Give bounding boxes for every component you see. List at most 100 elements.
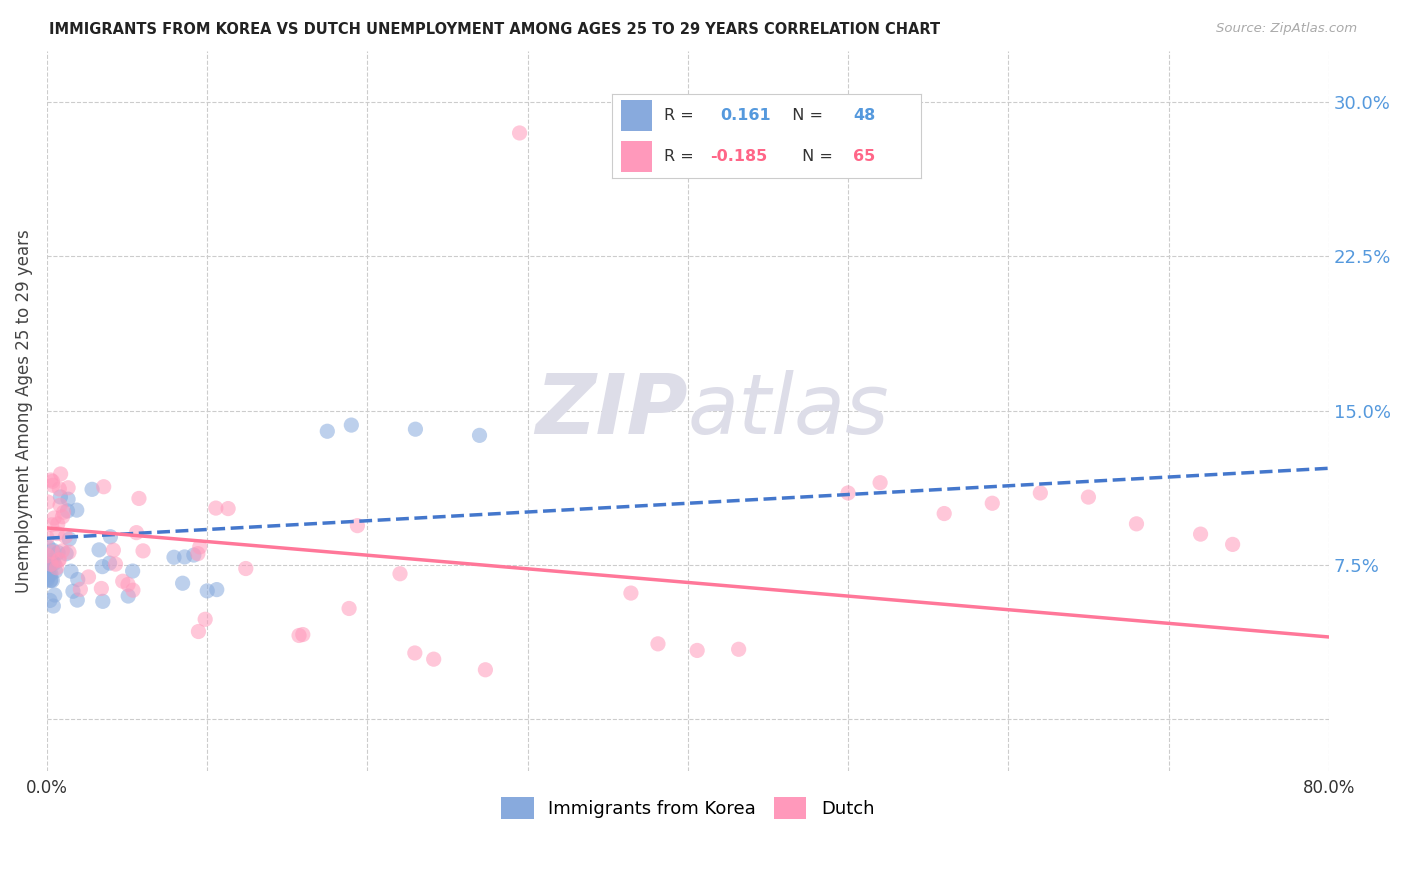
Point [122, 583, 145, 598]
Point [727, 642, 749, 657]
Point [37, 571, 59, 585]
Text: 0.161: 0.161 [720, 108, 770, 123]
Legend: Immigrants from Korea, Dutch: Immigrants from Korea, Dutch [494, 790, 882, 827]
Point [686, 643, 709, 657]
Point [39, 473, 62, 487]
Text: R =: R = [664, 108, 704, 123]
Point [38, 566, 60, 581]
Point [93, 480, 115, 494]
Y-axis label: Unemployment Among Ages 25 to 29 years: Unemployment Among Ages 25 to 29 years [15, 229, 32, 592]
Point [91, 559, 114, 574]
Point [44, 564, 66, 578]
Point [291, 627, 314, 641]
Point [39, 553, 62, 567]
Point [98, 556, 121, 570]
Text: 65: 65 [853, 149, 875, 164]
Point [337, 601, 360, 615]
Point [41, 545, 63, 559]
Point [509, 126, 531, 140]
Point [188, 540, 211, 554]
Point [316, 424, 339, 438]
Point [87, 542, 110, 557]
Point [39, 574, 62, 588]
Point [41, 574, 63, 588]
Point [35, 531, 58, 545]
Point [132, 544, 155, 558]
Point [388, 566, 411, 581]
Point [187, 624, 209, 639]
Point [163, 550, 186, 565]
Point [56, 492, 79, 507]
Point [45, 561, 67, 575]
Text: IMMIGRANTS FROM KOREA VS DUTCH UNEMPLOYMENT AMONG AGES 25 TO 29 YEARS CORRELATIO: IMMIGRANTS FROM KOREA VS DUTCH UNEMPLOYM… [49, 22, 941, 37]
Point [66, 593, 89, 607]
Text: R =: R = [664, 149, 699, 164]
Point [42, 478, 65, 492]
Point [869, 475, 891, 490]
Point [41, 543, 63, 558]
Point [38, 560, 60, 574]
Point [48, 553, 70, 567]
Point [37, 549, 59, 563]
Point [55, 529, 77, 543]
Text: ZIP: ZIP [536, 370, 688, 451]
Text: atlas: atlas [688, 370, 890, 451]
Point [205, 582, 228, 597]
Point [91, 594, 114, 608]
Point [77, 570, 100, 584]
Point [235, 561, 257, 575]
Point [39, 593, 62, 607]
Point [62, 584, 84, 599]
Point [100, 530, 122, 544]
Point [44, 588, 66, 602]
Point [194, 612, 217, 626]
Point [121, 564, 143, 578]
Point [48, 552, 70, 566]
Point [59, 564, 82, 578]
Point [422, 652, 444, 666]
Point [1125, 516, 1147, 531]
Point [41, 475, 63, 489]
Point [49, 498, 72, 512]
Point [288, 628, 311, 642]
Point [187, 547, 209, 561]
Point [837, 486, 859, 500]
Point [66, 573, 89, 587]
Point [404, 646, 426, 660]
Point [44, 511, 66, 525]
Point [58, 545, 80, 559]
Point [39, 558, 62, 572]
Point [647, 637, 669, 651]
Text: 48: 48 [853, 108, 875, 123]
Bar [621, 141, 652, 171]
Point [37, 495, 59, 509]
Point [66, 503, 89, 517]
Point [46, 546, 69, 560]
Point [934, 507, 956, 521]
Point [620, 586, 643, 600]
Point [183, 548, 205, 562]
Point [37, 555, 59, 569]
Point [1189, 527, 1212, 541]
Point [474, 663, 496, 677]
Point [468, 428, 491, 442]
Point [56, 504, 79, 518]
Point [104, 557, 127, 571]
Point [217, 501, 239, 516]
Point [38, 540, 60, 554]
Point [44, 556, 66, 570]
Point [125, 525, 148, 540]
Point [39, 566, 62, 581]
Point [46, 526, 69, 541]
Point [55, 547, 77, 561]
Point [1077, 490, 1099, 504]
Text: -0.185: -0.185 [710, 149, 768, 164]
Point [42, 555, 65, 569]
Text: N =: N = [797, 149, 838, 164]
Point [117, 589, 139, 603]
Point [103, 543, 125, 558]
Point [173, 549, 195, 564]
Point [172, 576, 194, 591]
Bar [621, 101, 652, 131]
Point [1222, 537, 1244, 551]
